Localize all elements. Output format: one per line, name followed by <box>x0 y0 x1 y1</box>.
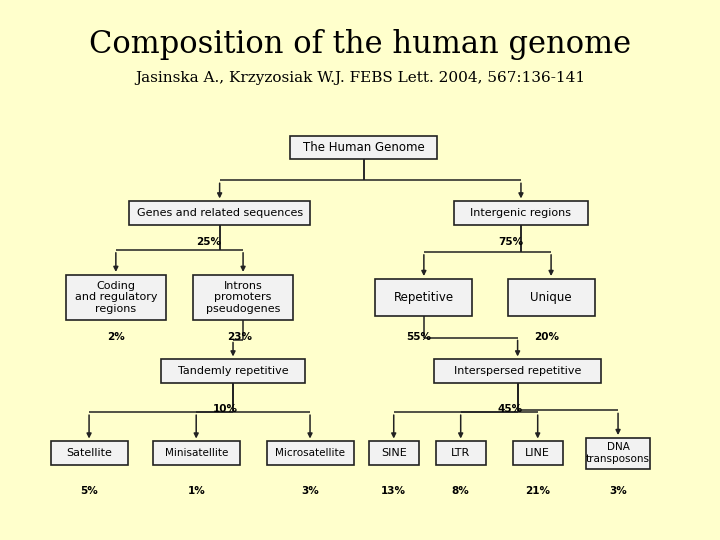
FancyBboxPatch shape <box>454 201 588 225</box>
Text: Tandemly repetitive: Tandemly repetitive <box>178 366 288 376</box>
FancyBboxPatch shape <box>50 441 127 465</box>
Text: Introns
promoters
pseudogenes: Introns promoters pseudogenes <box>206 281 280 314</box>
Text: Composition of the human genome: Composition of the human genome <box>89 29 631 60</box>
Text: 13%: 13% <box>381 485 406 496</box>
Text: 3%: 3% <box>609 485 627 496</box>
Text: Unique: Unique <box>530 291 572 304</box>
FancyBboxPatch shape <box>513 441 563 465</box>
FancyBboxPatch shape <box>153 441 240 465</box>
Text: Coding
and regulatory
regions: Coding and regulatory regions <box>75 281 157 314</box>
Text: 75%: 75% <box>498 237 523 247</box>
FancyBboxPatch shape <box>436 441 486 465</box>
FancyBboxPatch shape <box>266 441 354 465</box>
Text: Satellite: Satellite <box>66 448 112 458</box>
Text: Minisatellite: Minisatellite <box>164 448 228 458</box>
Text: The Human Genome: The Human Genome <box>302 141 425 154</box>
FancyBboxPatch shape <box>434 359 601 383</box>
Text: 20%: 20% <box>534 332 559 342</box>
Text: 5%: 5% <box>80 485 98 496</box>
FancyBboxPatch shape <box>375 279 472 316</box>
FancyBboxPatch shape <box>369 441 419 465</box>
FancyBboxPatch shape <box>290 136 437 159</box>
Text: 25%: 25% <box>196 237 221 247</box>
Text: DNA
transposons: DNA transposons <box>586 442 650 464</box>
Text: Intergenic regions: Intergenic regions <box>470 208 572 218</box>
Text: Repetitive: Repetitive <box>394 291 454 304</box>
Text: Interspersed repetitive: Interspersed repetitive <box>454 366 581 376</box>
Text: 2%: 2% <box>107 332 125 342</box>
Text: LTR: LTR <box>451 448 470 458</box>
FancyBboxPatch shape <box>161 359 305 383</box>
FancyBboxPatch shape <box>130 201 310 225</box>
Text: 10%: 10% <box>212 404 238 414</box>
Text: 8%: 8% <box>452 485 469 496</box>
Text: 3%: 3% <box>301 485 319 496</box>
Text: Genes and related sequences: Genes and related sequences <box>137 208 302 218</box>
FancyBboxPatch shape <box>66 275 166 320</box>
Text: SINE: SINE <box>381 448 407 458</box>
Text: 55%: 55% <box>407 332 432 342</box>
Text: 21%: 21% <box>525 485 550 496</box>
Text: Jasinska A., Krzyzosiak W.J. FEBS Lett. 2004, 567:136-141: Jasinska A., Krzyzosiak W.J. FEBS Lett. … <box>135 71 585 85</box>
Text: 45%: 45% <box>497 404 522 414</box>
Text: 23%: 23% <box>228 332 252 342</box>
Text: Microsatellite: Microsatellite <box>275 448 345 458</box>
FancyBboxPatch shape <box>193 275 293 320</box>
FancyBboxPatch shape <box>508 279 595 316</box>
FancyBboxPatch shape <box>586 438 650 469</box>
Text: LINE: LINE <box>526 448 550 458</box>
Text: 1%: 1% <box>187 485 205 496</box>
